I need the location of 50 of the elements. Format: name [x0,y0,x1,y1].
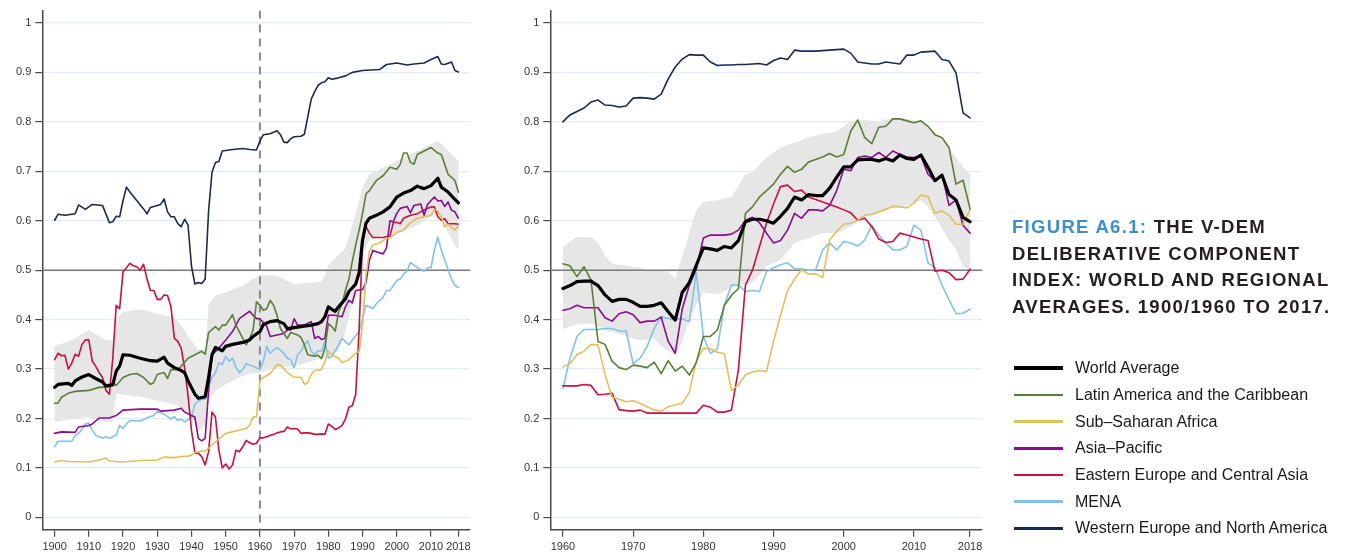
x-tick-label: 1950 [213,540,238,553]
y-tick-label: 0.1 [523,461,540,474]
y-tick-label: 0.3 [15,362,32,375]
y-tick-label: 1 [25,15,32,28]
x-tick-label: 2018 [957,540,983,553]
y-tick-label: 0 [25,510,32,523]
x-tick-label: 1960 [550,540,576,553]
y-tick-label: 0.9 [523,65,540,78]
legend-label: MENA [1075,492,1122,511]
y-tick-label: 0.7 [15,164,32,177]
x-tick-label: 1930 [145,540,170,553]
y-tick-label: 0.1 [15,461,32,474]
x-tick-label: 1970 [620,540,646,553]
x-tick-label: 2000 [384,540,410,553]
x-tick-label: 2010 [901,540,927,553]
x-tick-label: 2010 [418,540,444,553]
y-tick-label: 0.2 [15,411,32,424]
y-tick-label: 0.8 [15,114,32,127]
y-tick-label: 0.9 [15,65,32,78]
x-tick-label: 1900 [42,540,67,553]
x-tick-label: 2018 [446,540,471,553]
x-tick-label: 1990 [350,540,375,553]
y-tick-label: 0.4 [523,312,540,325]
y-tick-label: 0 [533,510,540,523]
y-tick-label: 0.5 [15,263,32,276]
x-tick-label: 1920 [110,540,136,553]
x-tick-label: 1980 [316,540,341,553]
caption: FIGURE A6.1: THE V-DEM DELIBERATIVE COMPONENT INDEX: WORLD AND REGIONAL AVERAGES. 1900/1960 TO 2017. [1012,215,1332,320]
x-tick-label: 1910 [76,540,102,553]
x-tick-label: 2000 [831,540,856,553]
y-tick-label: 0.6 [523,213,540,226]
x-tick-label: 1960 [247,540,273,553]
legend-label: Asia–Pacific [1075,439,1163,458]
y-tick-label: 0.8 [523,114,540,127]
y-tick-label: 0.2 [523,411,540,424]
x-tick-label: 1990 [761,540,786,553]
legend-label: Western Europe and North America [1075,519,1328,538]
y-tick-label: 0.3 [523,362,540,375]
legend-label: Eastern Europe and Central Asia [1075,466,1309,485]
y-tick-label: 0.6 [15,213,32,226]
legend-label: Latin America and the Caribbean [1075,386,1309,405]
legend-label: World Average [1075,359,1180,378]
x-tick-label: 1940 [179,540,204,553]
y-tick-label: 1 [533,15,540,28]
y-tick-label: 0.5 [523,263,540,276]
x-tick-label: 1970 [281,540,307,553]
x-tick-label: 1980 [691,540,716,553]
legend-label: Sub–Saharan Africa [1075,412,1218,431]
y-tick-label: 0.4 [15,312,32,325]
y-tick-label: 0.7 [523,164,540,177]
